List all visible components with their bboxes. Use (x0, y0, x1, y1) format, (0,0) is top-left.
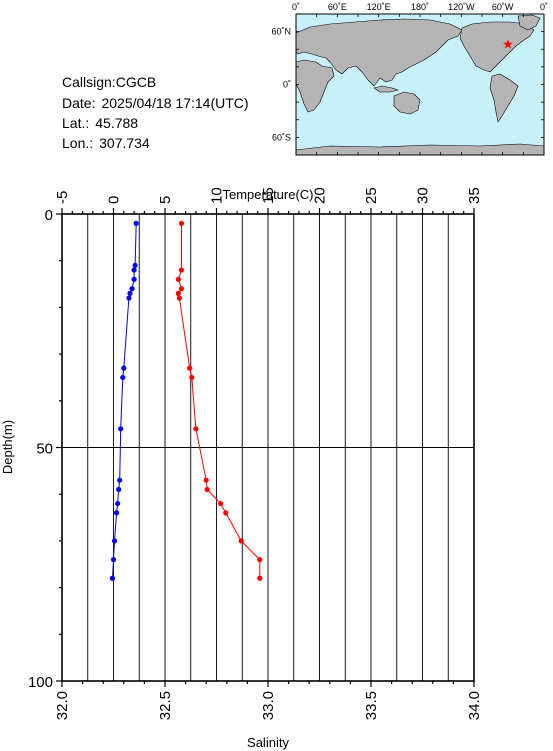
latitude-line: Lat.: 45.788 (62, 113, 138, 133)
profile-point-1 (111, 538, 118, 544)
latitude-label: Lat.: (62, 115, 90, 131)
land-south-america (489, 73, 519, 123)
longitude-label: Lon.: (62, 135, 94, 151)
profile-point-1 (126, 295, 132, 301)
profile-point-1 (132, 262, 138, 268)
date-label: Date: (62, 95, 96, 111)
land-indonesia (373, 85, 399, 93)
profile-point-2 (189, 374, 195, 381)
depth-tick-label: 50 (36, 441, 53, 458)
top-axis-title: Temperature(C) (222, 187, 313, 202)
map-lon-label: 0˚ (540, 2, 548, 12)
profile-point-1 (113, 510, 120, 516)
land-australia (393, 91, 421, 115)
map-ticks (295, 13, 545, 156)
map-lat-label: 60˚S (272, 132, 291, 142)
profile-point-1 (131, 267, 137, 273)
land-greenland (517, 14, 541, 31)
profile-point-2 (257, 575, 263, 581)
longitude-line: Lon.: 307.734 (62, 133, 150, 153)
bottom-tick-label: 33.5 (363, 691, 380, 720)
top-tick-label: 10 (209, 187, 226, 204)
profile-point-2 (193, 426, 199, 432)
profile-point-1 (129, 286, 135, 292)
date-line: Date: 2025/04/18 17:14(UTC) (62, 93, 249, 113)
profile-point-2 (204, 486, 210, 493)
top-tick-label: -5 (54, 191, 71, 204)
profile-point-1 (117, 477, 123, 483)
axis-ticks (56, 208, 475, 687)
bottom-tick-label: 33.0 (260, 691, 277, 720)
profile-point-2 (223, 510, 229, 516)
profile-line-2 (177, 223, 261, 579)
profile-point-2 (238, 538, 244, 544)
profile-point-2 (218, 500, 224, 507)
location-map: 0˚ 60˚E 120˚E 180˚ 120˚W 60˚W 0˚ 60˚N 0˚ 60˚S ★ (271, 2, 548, 156)
profile-point-2 (178, 220, 185, 226)
callsign-line: Callsign:CGCB (62, 72, 156, 92)
profile-point-2 (175, 276, 181, 282)
land-north-america (459, 21, 535, 73)
profile-point-2 (178, 267, 185, 273)
profile-point-1 (121, 365, 127, 371)
land-africa (295, 59, 335, 113)
series-layer (109, 220, 263, 581)
map-lat-label: 60˚N (271, 27, 291, 37)
profile-point-1 (131, 276, 137, 282)
profile-point-2 (178, 286, 185, 292)
map-lon-label: 180˚ (411, 2, 429, 12)
profile-point-1 (116, 486, 122, 493)
profile-point-1 (118, 426, 124, 432)
top-tick-label: 15 (260, 187, 277, 204)
profile-point-2 (175, 290, 181, 296)
top-tick-label: 0 (106, 196, 123, 204)
profile-point-2 (187, 365, 193, 371)
map-lon-label: 0˚ (292, 2, 300, 12)
profile-point-2 (203, 477, 209, 483)
profile-point-1 (133, 220, 139, 226)
profile-point-1 (110, 556, 117, 563)
top-tick-label: 35 (466, 187, 483, 204)
bottom-tick-label: 32.5 (157, 691, 174, 720)
land-eurasia (295, 18, 463, 87)
profile-point-2 (176, 295, 183, 301)
top-tick-label: 20 (312, 187, 329, 204)
longitude-value: 307.734 (99, 135, 150, 151)
y-axis-title: Depth(m) (0, 420, 15, 474)
bottom-tick-label: 32.0 (54, 691, 71, 720)
top-tick-label: 5 (157, 196, 174, 204)
map-labels: 0˚ 60˚E 120˚E 180˚ 120˚W 60˚W 0˚ 60˚N 0˚ 60˚S (271, 2, 548, 142)
map-lon-label: 120˚W (448, 2, 475, 12)
depth-tick-label: 100 (28, 674, 53, 691)
station-star-icon: ★ (502, 37, 514, 52)
callsign-value: CGCB (115, 74, 157, 90)
date-value: 2025/04/18 17:14(UTC) (101, 95, 249, 111)
top-tick-label: 30 (415, 187, 432, 204)
profile-point-2 (257, 556, 263, 563)
profile-point-1 (127, 290, 133, 296)
profile-point-1 (115, 500, 121, 507)
depth-tick-label: 0 (45, 207, 53, 224)
latitude-value: 45.788 (95, 115, 139, 131)
top-tick-label: 25 (363, 187, 380, 204)
profile-point-1 (120, 374, 126, 381)
map-lat-label: 0˚ (283, 80, 291, 90)
bottom-tick-label: 34.0 (466, 691, 483, 720)
bottom-axis-title: Salinity (247, 735, 289, 750)
map-lon-label: 120˚E (367, 2, 391, 12)
profile-point-1 (109, 575, 116, 581)
map-lon-label: 60˚E (328, 2, 347, 12)
gridlines (62, 214, 474, 681)
callsign-label: Callsign: (62, 74, 116, 90)
map-lon-label: 60˚W (492, 2, 514, 12)
